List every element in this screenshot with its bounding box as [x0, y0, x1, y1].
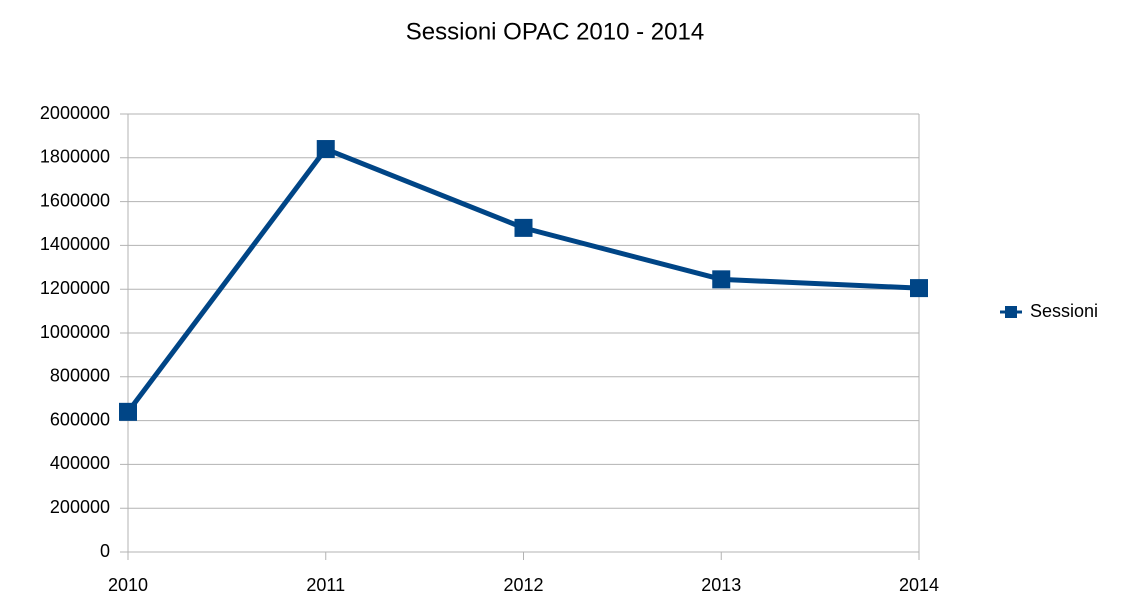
point-marker: [910, 279, 928, 298]
y-tick-label: 800000: [50, 366, 110, 386]
y-tick-label: 200000: [50, 497, 110, 517]
y-tick-label: 2000000: [40, 103, 110, 123]
x-tick-label: 2012: [503, 575, 543, 595]
y-tick-label: 0: [100, 541, 110, 561]
x-tick-label: 2014: [899, 575, 939, 595]
x-tick-label: 2013: [701, 575, 741, 595]
series-line: [126, 146, 920, 414]
chart-title: Sessioni OPAC 2010 - 2014: [406, 18, 704, 45]
legend-marker: [1005, 306, 1017, 318]
y-tick-label: 1200000: [40, 278, 110, 298]
point-marker: [119, 402, 137, 421]
y-tick-label: 1600000: [40, 190, 110, 210]
legend-label: Sessioni: [1030, 301, 1098, 321]
x-tick-label: 2010: [108, 575, 148, 595]
y-tick-label: 1800000: [40, 147, 110, 167]
point-marker: [712, 270, 731, 289]
y-tick-label: 1400000: [40, 234, 110, 254]
y-tick-label: 600000: [50, 409, 110, 429]
point-marker: [316, 140, 335, 159]
y-tick-label: 1000000: [40, 322, 110, 342]
y-tick-label: 400000: [50, 453, 110, 473]
point-marker: [514, 218, 533, 237]
x-tick-label: 2011: [306, 575, 345, 595]
